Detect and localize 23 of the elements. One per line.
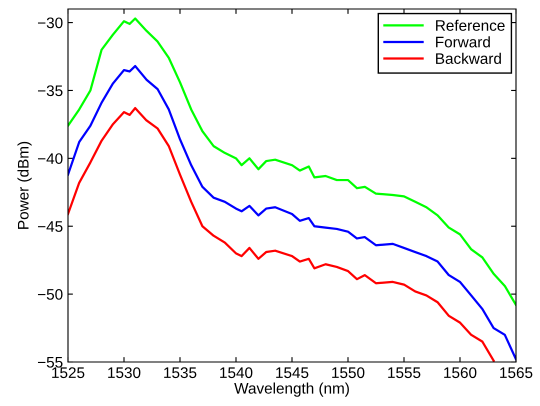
y-axis-title: Power (dBm) — [17, 142, 32, 229]
x-tick-label: 1525 — [52, 367, 84, 378]
line-series — [68, 107, 495, 362]
x-tick-label: 1560 — [444, 367, 476, 378]
y-tick-label: −35 — [38, 85, 62, 96]
y-tick-label: −30 — [38, 17, 63, 28]
x-tick-label: 1530 — [108, 367, 140, 378]
y-tick-label: −50 — [38, 288, 63, 300]
x-tick-label: 1565 — [500, 367, 532, 378]
y-tick-label: −45 — [38, 221, 62, 232]
y-tick-label: −55 — [38, 357, 62, 368]
x-axis-title: Wavelength (nm) — [234, 382, 349, 397]
line-series — [68, 17, 516, 306]
legend-label: Reference — [436, 20, 505, 31]
x-tick-label: 1550 — [332, 367, 364, 378]
line-series — [68, 64, 516, 360]
x-tick-label: 1555 — [388, 367, 420, 378]
legend-label: Backward — [436, 52, 501, 64]
x-tick-label: 1545 — [276, 367, 308, 378]
x-tick-label: 1535 — [164, 367, 196, 378]
y-tick-label: −40 — [38, 153, 63, 164]
legend-label: Forward — [436, 36, 490, 48]
x-tick-label: 1540 — [220, 367, 252, 378]
